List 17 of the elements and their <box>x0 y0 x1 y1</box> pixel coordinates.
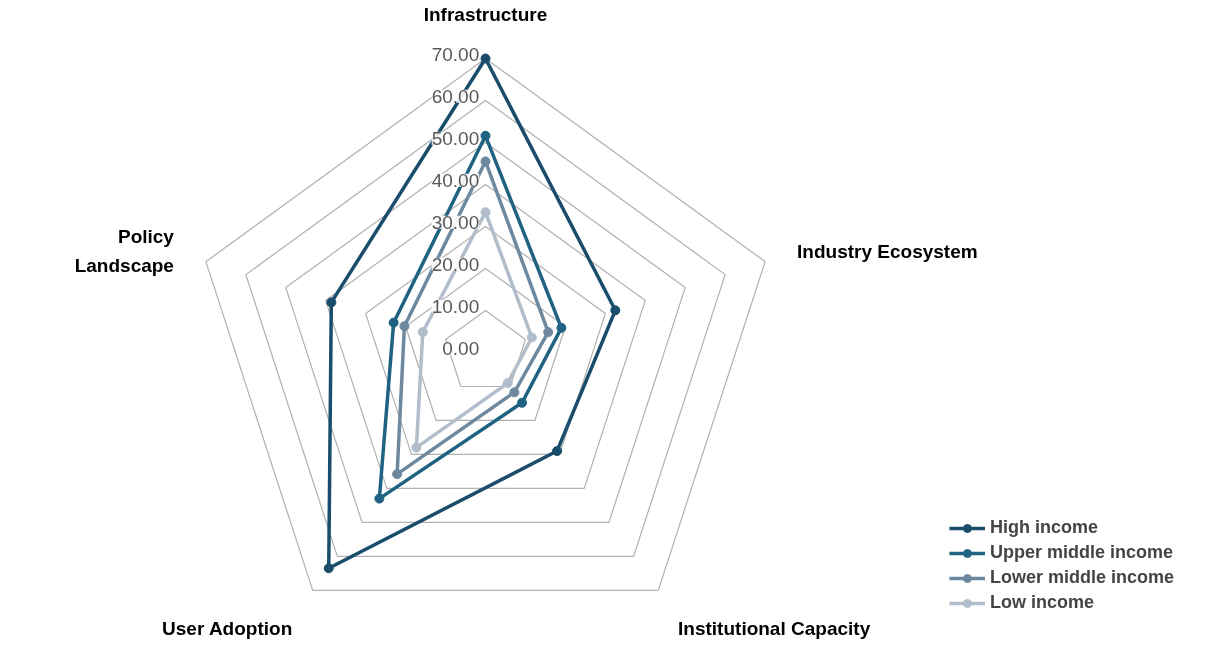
spoke-label: Institutional Capacity <box>678 617 871 639</box>
spoke-label: Infrastructure <box>423 3 548 25</box>
y-tick-label: 0.00 <box>442 337 480 359</box>
y-tick-label: 50.00 <box>431 127 480 149</box>
y-tick-label: 70.00 <box>431 43 480 65</box>
y-tick-label: 20.00 <box>431 253 480 275</box>
legend-label: High income <box>989 517 1098 538</box>
spoke-label: Industry Ecosystem <box>797 240 978 262</box>
legend-label: Lower middle income <box>989 567 1174 588</box>
spoke-label: User Adoption <box>162 617 293 639</box>
y-tick-label: 30.00 <box>431 211 480 233</box>
legend-label: Low income <box>989 592 1094 613</box>
y-tick-label: 10.00 <box>431 295 480 317</box>
y-tick-label: 40.00 <box>431 169 480 191</box>
legend-label: Upper middle income <box>989 542 1173 563</box>
y-tick-label: 60.00 <box>431 85 480 107</box>
spoke-label: Policy Landscape <box>74 226 175 277</box>
